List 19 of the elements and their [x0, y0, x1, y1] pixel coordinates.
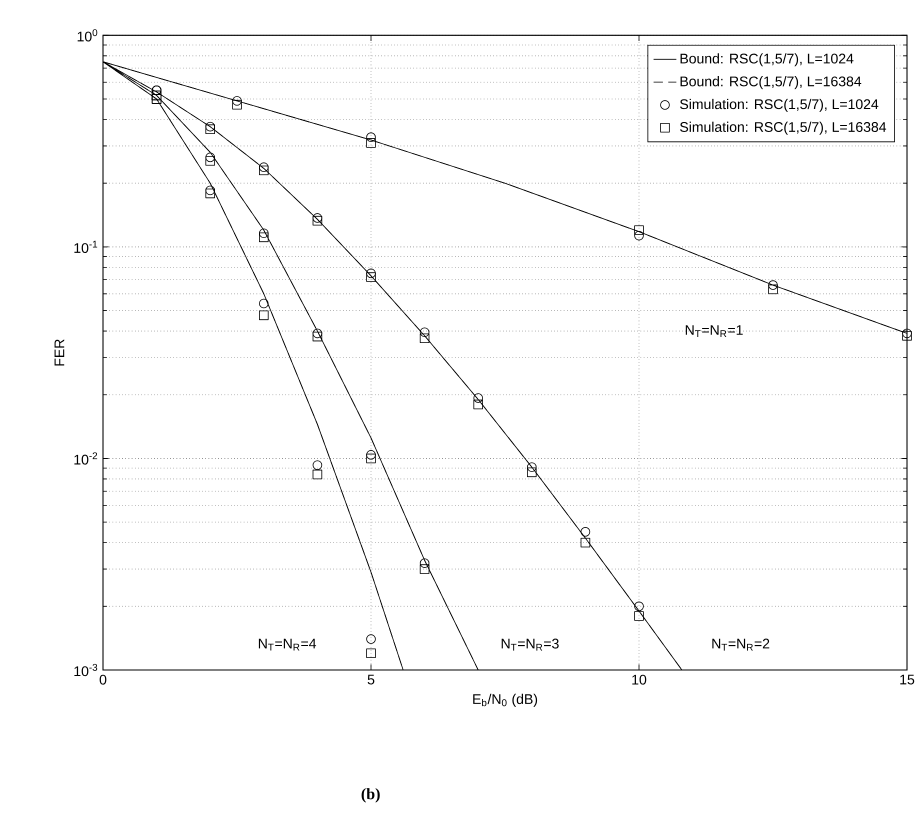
x-tick-label: 10 — [632, 674, 646, 685]
annotation: N$_{T}$=N$_{R}$=4 — [258, 638, 316, 651]
text: (b) — [362, 788, 380, 803]
legend-label: Bound: RSC(1,5/7), L=16384 — [680, 76, 862, 90]
x-axis-title: E$_{b}$/N$_{0}$ (dB) — [473, 694, 538, 707]
annotation: N$_{T}$=N$_{R}$=2 — [712, 638, 770, 651]
legend-label: Simulation: RSC(1,5/7), L=16384 — [680, 122, 886, 135]
annotation: N$_{T}$=N$_{R}$=1 — [686, 325, 743, 337]
legend-label: Bound: RSC(1,5/7), L=1024 — [680, 53, 854, 66]
x-tick-label: 5 — [368, 674, 374, 684]
x-tick-label: 0 — [100, 674, 106, 685]
annotation: N$_{T}$=N$_{R}$=3 — [502, 638, 559, 651]
y-tick-label: 10$^{-1}$ — [74, 240, 98, 253]
y-axis-title: FER — [54, 339, 64, 366]
legend-label: Simulation: RSC(1,5/7), L=1024 — [680, 98, 878, 112]
y-tick-label: 10$^{-2}$ — [74, 452, 98, 465]
x-tick-label: 15 — [900, 674, 914, 684]
y-tick-label: 10$^{-3}$ — [74, 664, 98, 676]
y-tick-label: 10$^{0}$ — [78, 29, 98, 42]
